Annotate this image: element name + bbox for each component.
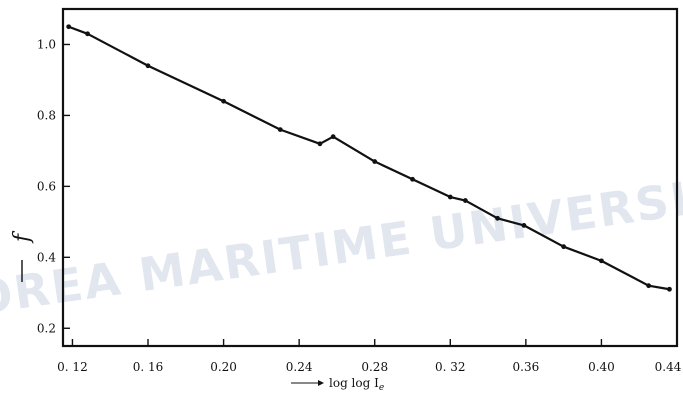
y-tick-label: 0.6 (37, 179, 56, 193)
x-tick-label: 0.40 (588, 360, 615, 374)
series-layer (66, 24, 672, 292)
data-point (145, 63, 151, 69)
x-axis-arrow-head (318, 380, 324, 386)
y-tick-label: 0.4 (37, 250, 56, 264)
y-axis-ticks: 0.2 0.4 0.6 0.8 1.0 (37, 37, 70, 335)
data-point (410, 176, 415, 182)
data-point (330, 134, 336, 140)
data-point (463, 198, 468, 203)
data-point (221, 98, 226, 104)
data-point (66, 24, 72, 30)
x-axis-label-subscript: e (379, 383, 384, 393)
data-point (495, 215, 500, 221)
data-point (372, 159, 378, 164)
y-axis-label: f (10, 230, 35, 244)
x-tick-label: 0.28 (361, 360, 388, 374)
data-point (667, 286, 672, 292)
data-point (317, 141, 323, 147)
watermark-text: KOREA MARITIME UNIVERSITY (0, 162, 683, 331)
data-point (646, 283, 652, 289)
x-tick-label: 0.36 (513, 360, 540, 374)
x-axis-label: log log Ie (329, 376, 384, 393)
data-point (599, 258, 604, 264)
x-tick-label: 0. 12 (57, 360, 88, 374)
data-point (277, 127, 283, 133)
x-tick-label: 0. 32 (435, 360, 466, 374)
y-tick-label: 1.0 (37, 37, 56, 51)
data-point (447, 194, 453, 200)
y-tick-label: 0.8 (37, 108, 56, 122)
x-tick-label: 0.20 (210, 360, 237, 374)
x-tick-label: 0. 16 (133, 360, 164, 374)
plot-frame (61, 7, 679, 348)
x-axis-ticks: 0. 12 0. 16 0.20 0.24 0.28 0. 32 0.36 0.40 0.44 (57, 339, 682, 374)
x-axis-title: log log Ie (291, 376, 384, 393)
x-tick-label: 0.44 (655, 360, 682, 374)
data-point (521, 222, 527, 228)
data-point (85, 31, 90, 37)
y-tick-label: 0.2 (37, 321, 56, 335)
watermark: KOREA MARITIME UNIVERSITY (0, 162, 683, 331)
data-point (561, 244, 567, 250)
x-tick-label: 0.24 (286, 360, 313, 374)
